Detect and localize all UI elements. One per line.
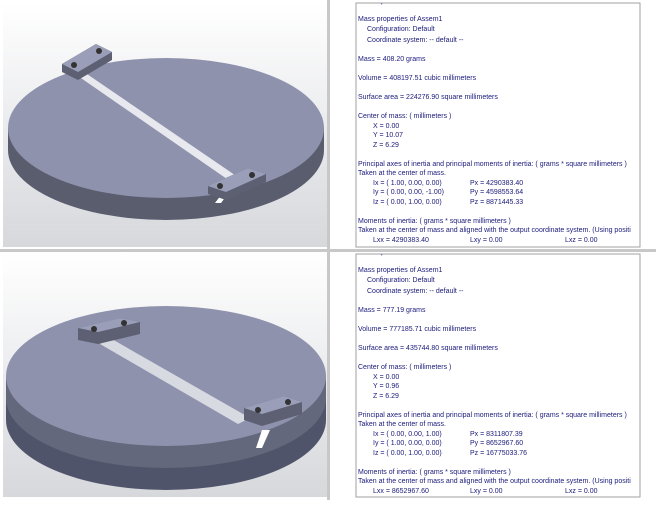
- panel-text: Report coordinate values relative to:: [372, 0, 484, 5]
- panel-text: Iz = ( 0.00, 1.00, 0.00): [373, 450, 442, 457]
- divider: [327, 0, 330, 500]
- panel-text: Iy = ( 0.00, 0.00, -1.00): [373, 189, 444, 196]
- panel-text: Py = 8652967.60: [470, 440, 523, 447]
- panel-text: Moments of inertia: ( grams * square mil…: [358, 469, 511, 476]
- panel-text: Center of mass: ( millimeters ): [358, 113, 451, 120]
- panel-text: Volume = 777185.71 cubic millimeters: [358, 326, 477, 333]
- panel-text: Taken at the center of mass and aligned …: [358, 478, 631, 485]
- panel-text: Iz = ( 0.00, 1.00, 0.00): [373, 199, 442, 206]
- panel-text: Py = 4598553.64: [470, 189, 523, 196]
- panel-text: Z = 6.29: [373, 393, 399, 400]
- panel-text: Ix = ( 1.00, 0.00, 0.00): [373, 180, 442, 187]
- render-top: [3, 3, 327, 247]
- panel-text: Lxx = 4290383.40: [373, 237, 429, 244]
- panel-text: Lxx = 8652967.60: [373, 488, 429, 495]
- properties-panel: Report coordinate values relative to: Mas…: [358, 0, 631, 244]
- panel-text: Pz = 16775033.76: [470, 450, 527, 457]
- panel-text: Principal axes of inertia and principal …: [358, 161, 627, 168]
- panel-text: Lxz = 0.00: [565, 237, 598, 244]
- properties-panel: Report coordinate values relative to: Mas…: [358, 249, 631, 495]
- panel-box: [355, 2, 641, 248]
- panel-text: Configuration: Default: [367, 26, 435, 33]
- panel-text: Mass properties of Assem1: [358, 267, 443, 274]
- panel-text: Lxy = 0.00: [470, 237, 503, 244]
- panel-text: Lxz = 0.00: [565, 488, 598, 495]
- panel-text: Moments of inertia: ( grams * square mil…: [358, 218, 511, 225]
- panel-text: Mass = 777.19 grams: [358, 307, 426, 314]
- panel-text: Surface area = 224276.90 square millimet…: [358, 94, 498, 101]
- panel-text: Configuration: Default: [367, 277, 435, 284]
- panel-text: Mass = 408.20 grams: [358, 56, 426, 63]
- panel-text: Y = 0.96: [373, 383, 399, 390]
- panel-text: Pz = 8871445.33: [470, 199, 523, 206]
- panel-text: Surface area = 435744.80 square millimet…: [358, 345, 498, 352]
- panel-text: Report coordinate values relative to:: [372, 249, 484, 256]
- panel-text: Iy = ( 1.00, 0.00, 0.00): [373, 440, 442, 447]
- panel-text: Ix = ( 0.00, 0.00, 1.00): [373, 431, 442, 438]
- panel-text: Lxy = 0.00: [470, 488, 503, 495]
- panel-text: X = 0.00: [373, 374, 399, 381]
- panel-text: Coordinate system: -- default --: [367, 37, 464, 44]
- panel-text: Px = 4290383.40: [470, 180, 523, 187]
- panel-text: Y = 10.07: [373, 132, 403, 139]
- render-bottom: [3, 252, 327, 497]
- panel-text: Z = 6.29: [373, 142, 399, 149]
- panel-text: Center of mass: ( millimeters ): [358, 364, 451, 371]
- panel-text: Px = 8311807.39: [470, 431, 523, 438]
- panel-text: Principal axes of inertia and principal …: [358, 412, 627, 419]
- panel-text: Coordinate system: -- default --: [367, 288, 464, 295]
- panel-text: Mass properties of Assem1: [358, 16, 443, 23]
- panel-text: Volume = 408197.51 cubic millimeters: [358, 75, 477, 82]
- panel-text: Taken at the center of mass.: [358, 170, 446, 177]
- panel-text: Taken at the center of mass.: [358, 421, 446, 428]
- panel-text: Taken at the center of mass and aligned …: [358, 227, 631, 234]
- panel-text: X = 0.00: [373, 123, 399, 130]
- panel-box: [355, 253, 641, 498]
